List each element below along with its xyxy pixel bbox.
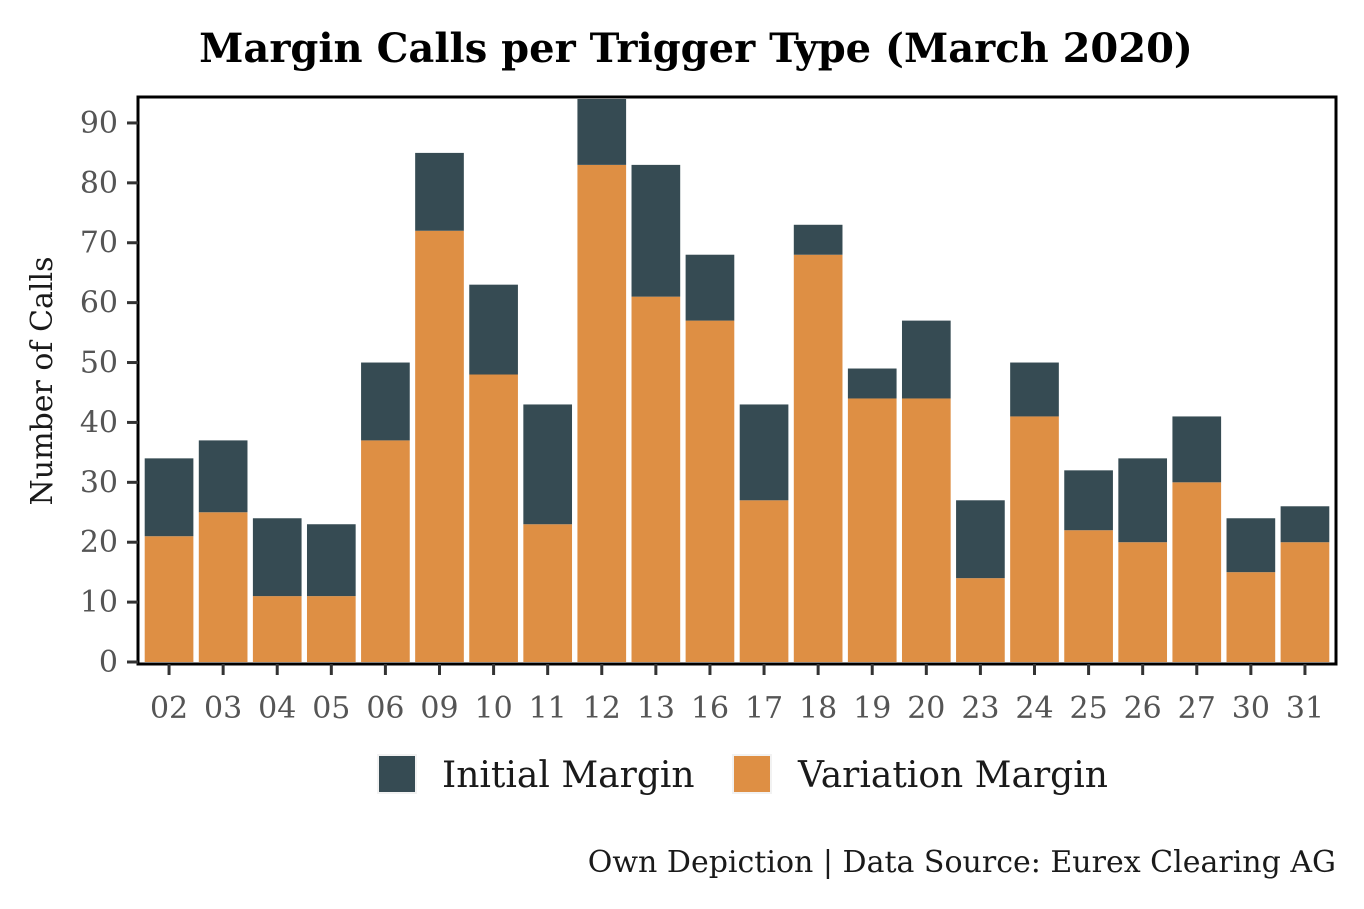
bar-initial-margin-04: [252, 518, 302, 597]
x-tick-label: 20: [907, 691, 945, 726]
bar-initial-margin-20: [901, 320, 951, 399]
x-tick-label: 17: [745, 691, 783, 726]
x-tick-label: 13: [637, 691, 675, 726]
x-tick-label: 25: [1069, 691, 1107, 726]
bar-variation-margin-03: [198, 512, 248, 662]
bar-initial-margin-31: [1280, 506, 1330, 543]
bar-initial-margin-26: [1118, 458, 1168, 543]
bar-initial-margin-23: [956, 500, 1005, 579]
bar-variation-margin-20: [901, 398, 951, 662]
x-tick-label: 18: [799, 691, 837, 726]
y-tick-label: 40: [80, 405, 118, 440]
plot-border: [136, 95, 1338, 666]
x-tick-label: 09: [420, 691, 458, 726]
bar-initial-margin-05: [306, 524, 356, 597]
x-axis: 02 03 04 05 06 09 10 11 12 13 16 17 18 19 20 23 24 25 26 27…: [150, 664, 1324, 726]
x-tick-label: 31: [1286, 691, 1324, 726]
y-tick-label: 70: [80, 226, 118, 261]
y-axis: 0 10 20 30 40 50 60 70 80 90: [80, 106, 138, 680]
bar-variation-margin-26: [1118, 542, 1168, 662]
bar-initial-margin-19: [847, 368, 897, 399]
y-tick-label: 50: [80, 346, 118, 381]
x-tick-label: 10: [474, 691, 512, 726]
y-tick-label: 20: [80, 525, 118, 560]
bar-variation-margin-27: [1172, 482, 1222, 662]
x-tick-label: 02: [150, 691, 188, 726]
bar-variation-margin-30: [1226, 572, 1276, 662]
y-tick-label: 0: [99, 645, 118, 680]
bar-variation-margin-04: [252, 596, 302, 662]
x-tick-label: 30: [1232, 691, 1270, 726]
x-tick-label: 24: [1015, 691, 1053, 726]
chart-title: Margin Calls per Trigger Type (March 202…: [199, 25, 1193, 72]
y-tick-label: 80: [80, 166, 118, 201]
y-tick-label: 90: [80, 106, 118, 141]
bar-variation-margin-31: [1280, 542, 1330, 662]
caption: Own Depiction | Data Source: Eurex Clear…: [588, 845, 1336, 880]
bar-variation-margin-18: [793, 254, 843, 662]
x-tick-label: 27: [1178, 691, 1216, 726]
legend-key-variation-margin: [732, 754, 772, 794]
x-tick-label: 26: [1124, 691, 1162, 726]
bar-initial-margin-09: [415, 152, 464, 231]
bar-variation-margin-23: [956, 578, 1005, 662]
x-tick-label: 05: [312, 691, 350, 726]
bar-layer: [144, 99, 1330, 662]
y-tick-label: 60: [80, 286, 118, 321]
bar-initial-margin-10: [469, 284, 518, 375]
bar-variation-margin-09: [415, 230, 464, 662]
x-tick-label: 04: [258, 691, 296, 726]
bar-variation-margin-17: [739, 500, 789, 662]
legend-key-initial-margin: [377, 754, 417, 794]
bar-initial-margin-17: [739, 404, 789, 501]
y-axis-label: Number of Calls: [25, 257, 60, 506]
x-tick-label: 12: [583, 691, 621, 726]
x-tick-label: 06: [366, 691, 404, 726]
bar-variation-margin-25: [1064, 530, 1113, 662]
bar-variation-margin-10: [469, 374, 518, 662]
bar-initial-margin-13: [631, 164, 681, 297]
bar-initial-margin-30: [1226, 518, 1276, 573]
bar-variation-margin-12: [577, 164, 627, 662]
bar-initial-margin-25: [1064, 470, 1113, 531]
bar-variation-margin-13: [631, 296, 681, 662]
legend-label-variation-margin: Variation Margin: [797, 755, 1108, 796]
x-tick-label: 23: [961, 691, 999, 726]
bar-initial-margin-18: [793, 224, 843, 255]
bar-initial-margin-16: [685, 254, 735, 321]
y-tick-label: 10: [80, 585, 118, 620]
bar-variation-margin-24: [1010, 416, 1059, 662]
bar-initial-margin-24: [1010, 362, 1059, 417]
y-tick-label: 30: [80, 465, 118, 500]
bar-variation-margin-05: [306, 596, 356, 662]
bar-variation-margin-06: [361, 440, 410, 662]
x-tick-label: 03: [204, 691, 242, 726]
x-tick-label: 19: [853, 691, 891, 726]
bar-initial-margin-03: [198, 440, 248, 513]
bar-variation-margin-02: [144, 536, 194, 662]
x-tick-label: 11: [529, 691, 567, 726]
bar-initial-margin-27: [1172, 416, 1222, 483]
x-tick-label: 16: [691, 691, 729, 726]
bar-variation-margin-16: [685, 320, 735, 662]
bar-initial-margin-06: [361, 362, 410, 441]
bar-initial-margin-02: [144, 458, 194, 537]
bar-variation-margin-19: [847, 398, 897, 662]
legend-label-initial-margin: Initial Margin: [442, 755, 695, 796]
bar-variation-margin-11: [523, 524, 573, 662]
bar-initial-margin-12: [577, 99, 627, 165]
bar-initial-margin-11: [523, 404, 573, 525]
legend: Initial Margin Variation Margin: [377, 754, 1108, 796]
